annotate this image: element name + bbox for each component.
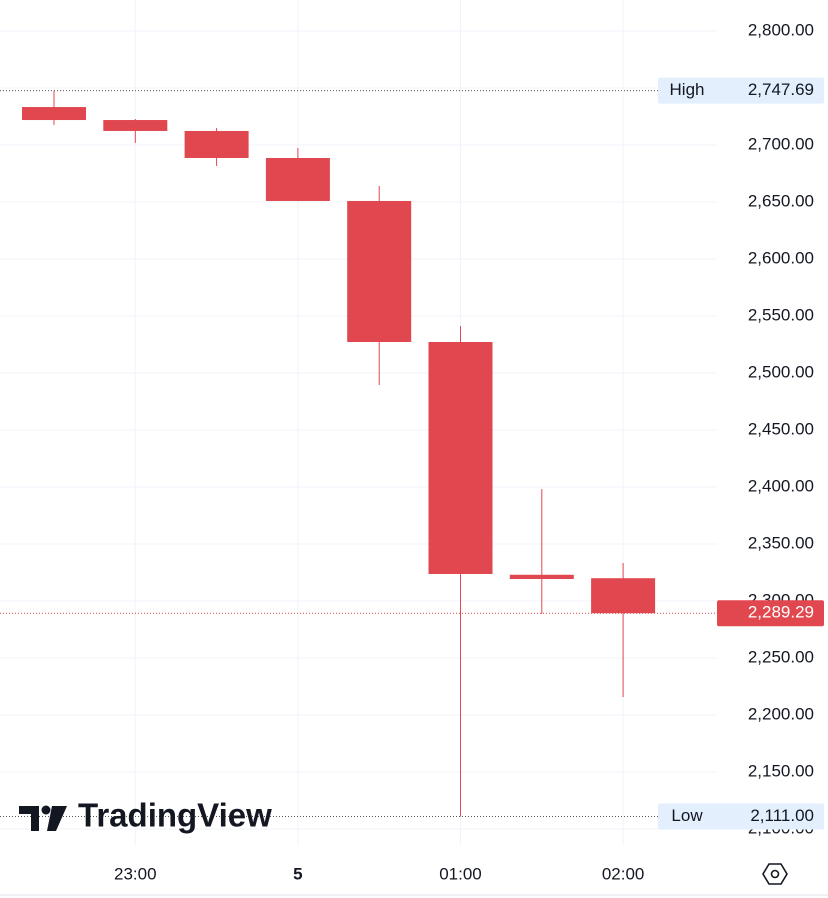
low-marker-label: Low <box>671 806 703 825</box>
candle-body <box>347 200 412 342</box>
y-tick-label: 2,650.00 <box>748 191 814 210</box>
last-price-label: 2,289.29 <box>748 603 814 622</box>
y-tick-label: 2,600.00 <box>748 248 814 267</box>
low-marker-value-label: 2,111.00 <box>750 806 814 825</box>
y-tick-label: 2,700.00 <box>748 134 814 153</box>
high-marker-label: High <box>670 80 705 99</box>
candle-body <box>509 574 574 579</box>
candle-body <box>265 157 330 201</box>
y-axis: 2,100.002,150.002,200.002,250.002,300.00… <box>114 20 824 883</box>
y-tick-label: 2,150.00 <box>748 761 814 780</box>
x-tick-label: 5 <box>293 864 302 883</box>
high-marker-label-bg <box>658 77 824 104</box>
x-tick-label: 01:00 <box>439 864 482 883</box>
last-price-label-bg <box>717 600 824 627</box>
y-tick-label: 2,500.00 <box>748 362 814 381</box>
candle-body <box>103 120 168 131</box>
x-tick-label: 02:00 <box>602 864 645 883</box>
watermark-logo <box>19 805 67 831</box>
settings-icon[interactable] <box>762 863 788 885</box>
high-marker-value-label: 2,747.69 <box>748 80 814 99</box>
y-tick-label: 2,350.00 <box>748 533 814 552</box>
watermark-text: TradingView <box>78 797 272 834</box>
candle-body <box>428 341 493 574</box>
candle-body <box>22 107 86 121</box>
y-tick-label: 2,550.00 <box>748 305 814 324</box>
y-tick-label: 2,450.00 <box>748 419 814 438</box>
candles <box>0 90 716 817</box>
y-tick-label: 2,400.00 <box>748 476 814 495</box>
y-tick-label: 2,800.00 <box>748 20 814 39</box>
candle-body <box>184 130 249 158</box>
candle-body <box>591 578 656 614</box>
low-marker-label-bg <box>658 803 824 830</box>
x-tick-label: 23:00 <box>114 864 157 883</box>
y-tick-label: 2,250.00 <box>748 647 814 666</box>
y-tick-label: 2,200.00 <box>748 704 814 723</box>
